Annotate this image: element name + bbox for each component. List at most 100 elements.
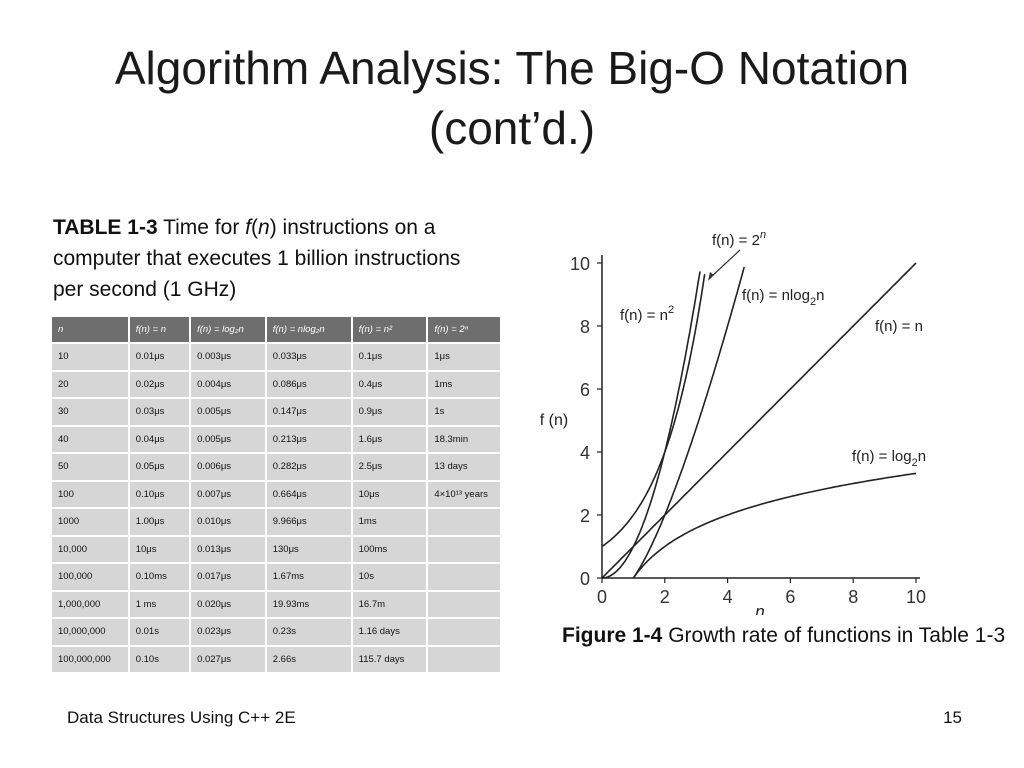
table-caption-text-before: Time for: [157, 216, 246, 239]
y-tick-label: 10: [570, 254, 590, 274]
table-cell: 130μs: [266, 536, 351, 562]
table-cell: 0.010μs: [191, 509, 265, 535]
table-cell: 10,000: [52, 536, 128, 562]
table-cell: 0.005μs: [191, 426, 265, 452]
table-row: 100 0.10μs 0.007μs 0.664μs 10μs 4×10¹³ years: [52, 481, 500, 507]
table-cell: 0.01s: [129, 619, 190, 645]
table-cell: 10s: [352, 564, 427, 590]
table-cell: 2.5μs: [352, 454, 427, 480]
header-fn-log: f(n) = log₂n: [191, 317, 265, 342]
chart-ticks: 0 2 4 6 8 10 0 2 4 6 8 10: [570, 254, 926, 607]
table-cell: 2.66s: [266, 646, 351, 672]
table-cell: 100,000,000: [52, 646, 128, 672]
label-2n: f(n) = 2n: [708, 229, 766, 281]
table-cell: [428, 619, 500, 645]
table-cell: 1 ms: [129, 591, 190, 617]
table-cell: 0.9μs: [352, 399, 427, 425]
table-caption-fn: f: [245, 216, 251, 239]
chart-curves: [601, 262, 917, 579]
header-fn-n2: f(n) = n²: [352, 317, 427, 342]
table-cell: 1000: [52, 509, 128, 535]
table-cell: 10μs: [352, 481, 427, 507]
header-fn-2n: f(n) = 2ⁿ: [428, 317, 500, 342]
curve-2n: [601, 273, 706, 548]
table-caption-text-after: instructions on a computer that executes…: [53, 216, 461, 301]
label-2n-main: f(n) = 2: [712, 232, 760, 249]
label-nlogn-main: f(n) = nlog: [742, 287, 810, 304]
curve-n2: [602, 271, 701, 579]
table-cell: 1.67ms: [266, 564, 351, 590]
table-caption-paren-open: (: [251, 216, 258, 239]
table-cell: 1,000,000: [52, 591, 128, 617]
table-cell: 0.213μs: [266, 426, 351, 452]
label-logn-main: f(n) = log: [852, 448, 912, 465]
header-fn-nlog: f(n) = nlog₂n: [266, 317, 351, 342]
svg-text:f(n) = 2n: f(n) = 2n: [712, 229, 766, 249]
table-cell: 1.6μs: [352, 426, 427, 452]
table-cell: [428, 646, 500, 672]
curve-nlogn: [632, 266, 745, 579]
table-cell: 115.7 days: [352, 646, 427, 672]
table-cell: 0.1μs: [352, 344, 427, 370]
label-n2-sup: 2: [668, 304, 674, 316]
x-tick-label: 4: [723, 587, 733, 607]
figure-caption-text: Growth rate of functions in Table 1-3: [662, 624, 1006, 647]
table-cell: 10μs: [129, 536, 190, 562]
table-cell: 0.664μs: [266, 481, 351, 507]
table-row: 10,000 10μs 0.013μs 130μs 100ms: [52, 536, 500, 562]
table-cell: 0.10ms: [129, 564, 190, 590]
table-cell: 0.023μs: [191, 619, 265, 645]
slide-title: Algorithm Analysis: The Big-O Notation (…: [0, 38, 1024, 158]
arrow-head-icon: [708, 272, 714, 281]
table-cell: 0.04μs: [129, 426, 190, 452]
table-cell: 0.05μs: [129, 454, 190, 480]
table-cell: 0.013μs: [191, 536, 265, 562]
header-n: n: [52, 317, 128, 342]
table-row: 100,000,000 0.10s 0.027μs 2.66s 115.7 days: [52, 646, 500, 672]
table-cell: 16.7m: [352, 591, 427, 617]
table-cell: 0.086μs: [266, 371, 351, 397]
chart-axes: [601, 255, 920, 579]
y-axis-label: f (n): [540, 412, 568, 429]
x-tick-label: 2: [660, 587, 670, 607]
table-cell: 0.4μs: [352, 371, 427, 397]
x-tick-label: 6: [785, 587, 795, 607]
table-cell: 0.01μs: [129, 344, 190, 370]
label-2n-sup: n: [760, 229, 766, 241]
table-caption-label: TABLE 1-3: [53, 216, 158, 239]
y-tick-label: 8: [580, 317, 590, 337]
y-tick-label: 0: [580, 569, 590, 589]
y-tick-label: 4: [580, 443, 590, 463]
x-tick-label: 0: [597, 587, 607, 607]
table-cell: 100,000: [52, 564, 128, 590]
slide-title-line2: (cont’d.): [428, 102, 596, 154]
table-cell: 0.147μs: [266, 399, 351, 425]
table-header-row: n f(n) = n f(n) = log₂n f(n) = nlog₂n f(…: [52, 317, 500, 342]
table-cell: 0.017μs: [191, 564, 265, 590]
table-cell: 0.007μs: [191, 481, 265, 507]
table-cell: [428, 564, 500, 590]
table-row: 20 0.02μs 0.004μs 0.086μs 0.4μs 1ms: [52, 371, 500, 397]
table-caption: TABLE 1-3 Time for f(n) instructions on …: [53, 212, 493, 305]
table-cell: 4×10¹³ years: [428, 481, 500, 507]
table-cell: 0.02μs: [129, 371, 190, 397]
label-logn: f(n) = log2n: [852, 448, 926, 469]
table-cell: 0.004μs: [191, 371, 265, 397]
table-row: 100,000 0.10ms 0.017μs 1.67ms 10s: [52, 564, 500, 590]
label-n2-main: f(n) = n: [620, 307, 668, 324]
table-cell: [428, 536, 500, 562]
table-cell: 1ms: [352, 509, 427, 535]
label-logn-tail: n: [918, 448, 926, 465]
table-body: 10 0.01μs 0.003μs 0.033μs 0.1μs 1μs 20 0.02μs 0…: [52, 344, 500, 672]
table-caption-paren-close: ): [269, 216, 277, 239]
table-row: 10 0.01μs 0.003μs 0.033μs 0.1μs 1μs: [52, 344, 500, 370]
table-row: 40 0.04μs 0.005μs 0.213μs 1.6μs 18.3min: [52, 426, 500, 452]
label-nlogn-sub: 2: [810, 296, 816, 308]
table-cell: 18.3min: [428, 426, 500, 452]
table-cell: 0.10μs: [129, 481, 190, 507]
table-cell: 50: [52, 454, 128, 480]
table-cell: 0.10s: [129, 646, 190, 672]
table-cell: 13 days: [428, 454, 500, 480]
time-table: n f(n) = n f(n) = log₂n f(n) = nlog₂n f(…: [50, 315, 502, 674]
